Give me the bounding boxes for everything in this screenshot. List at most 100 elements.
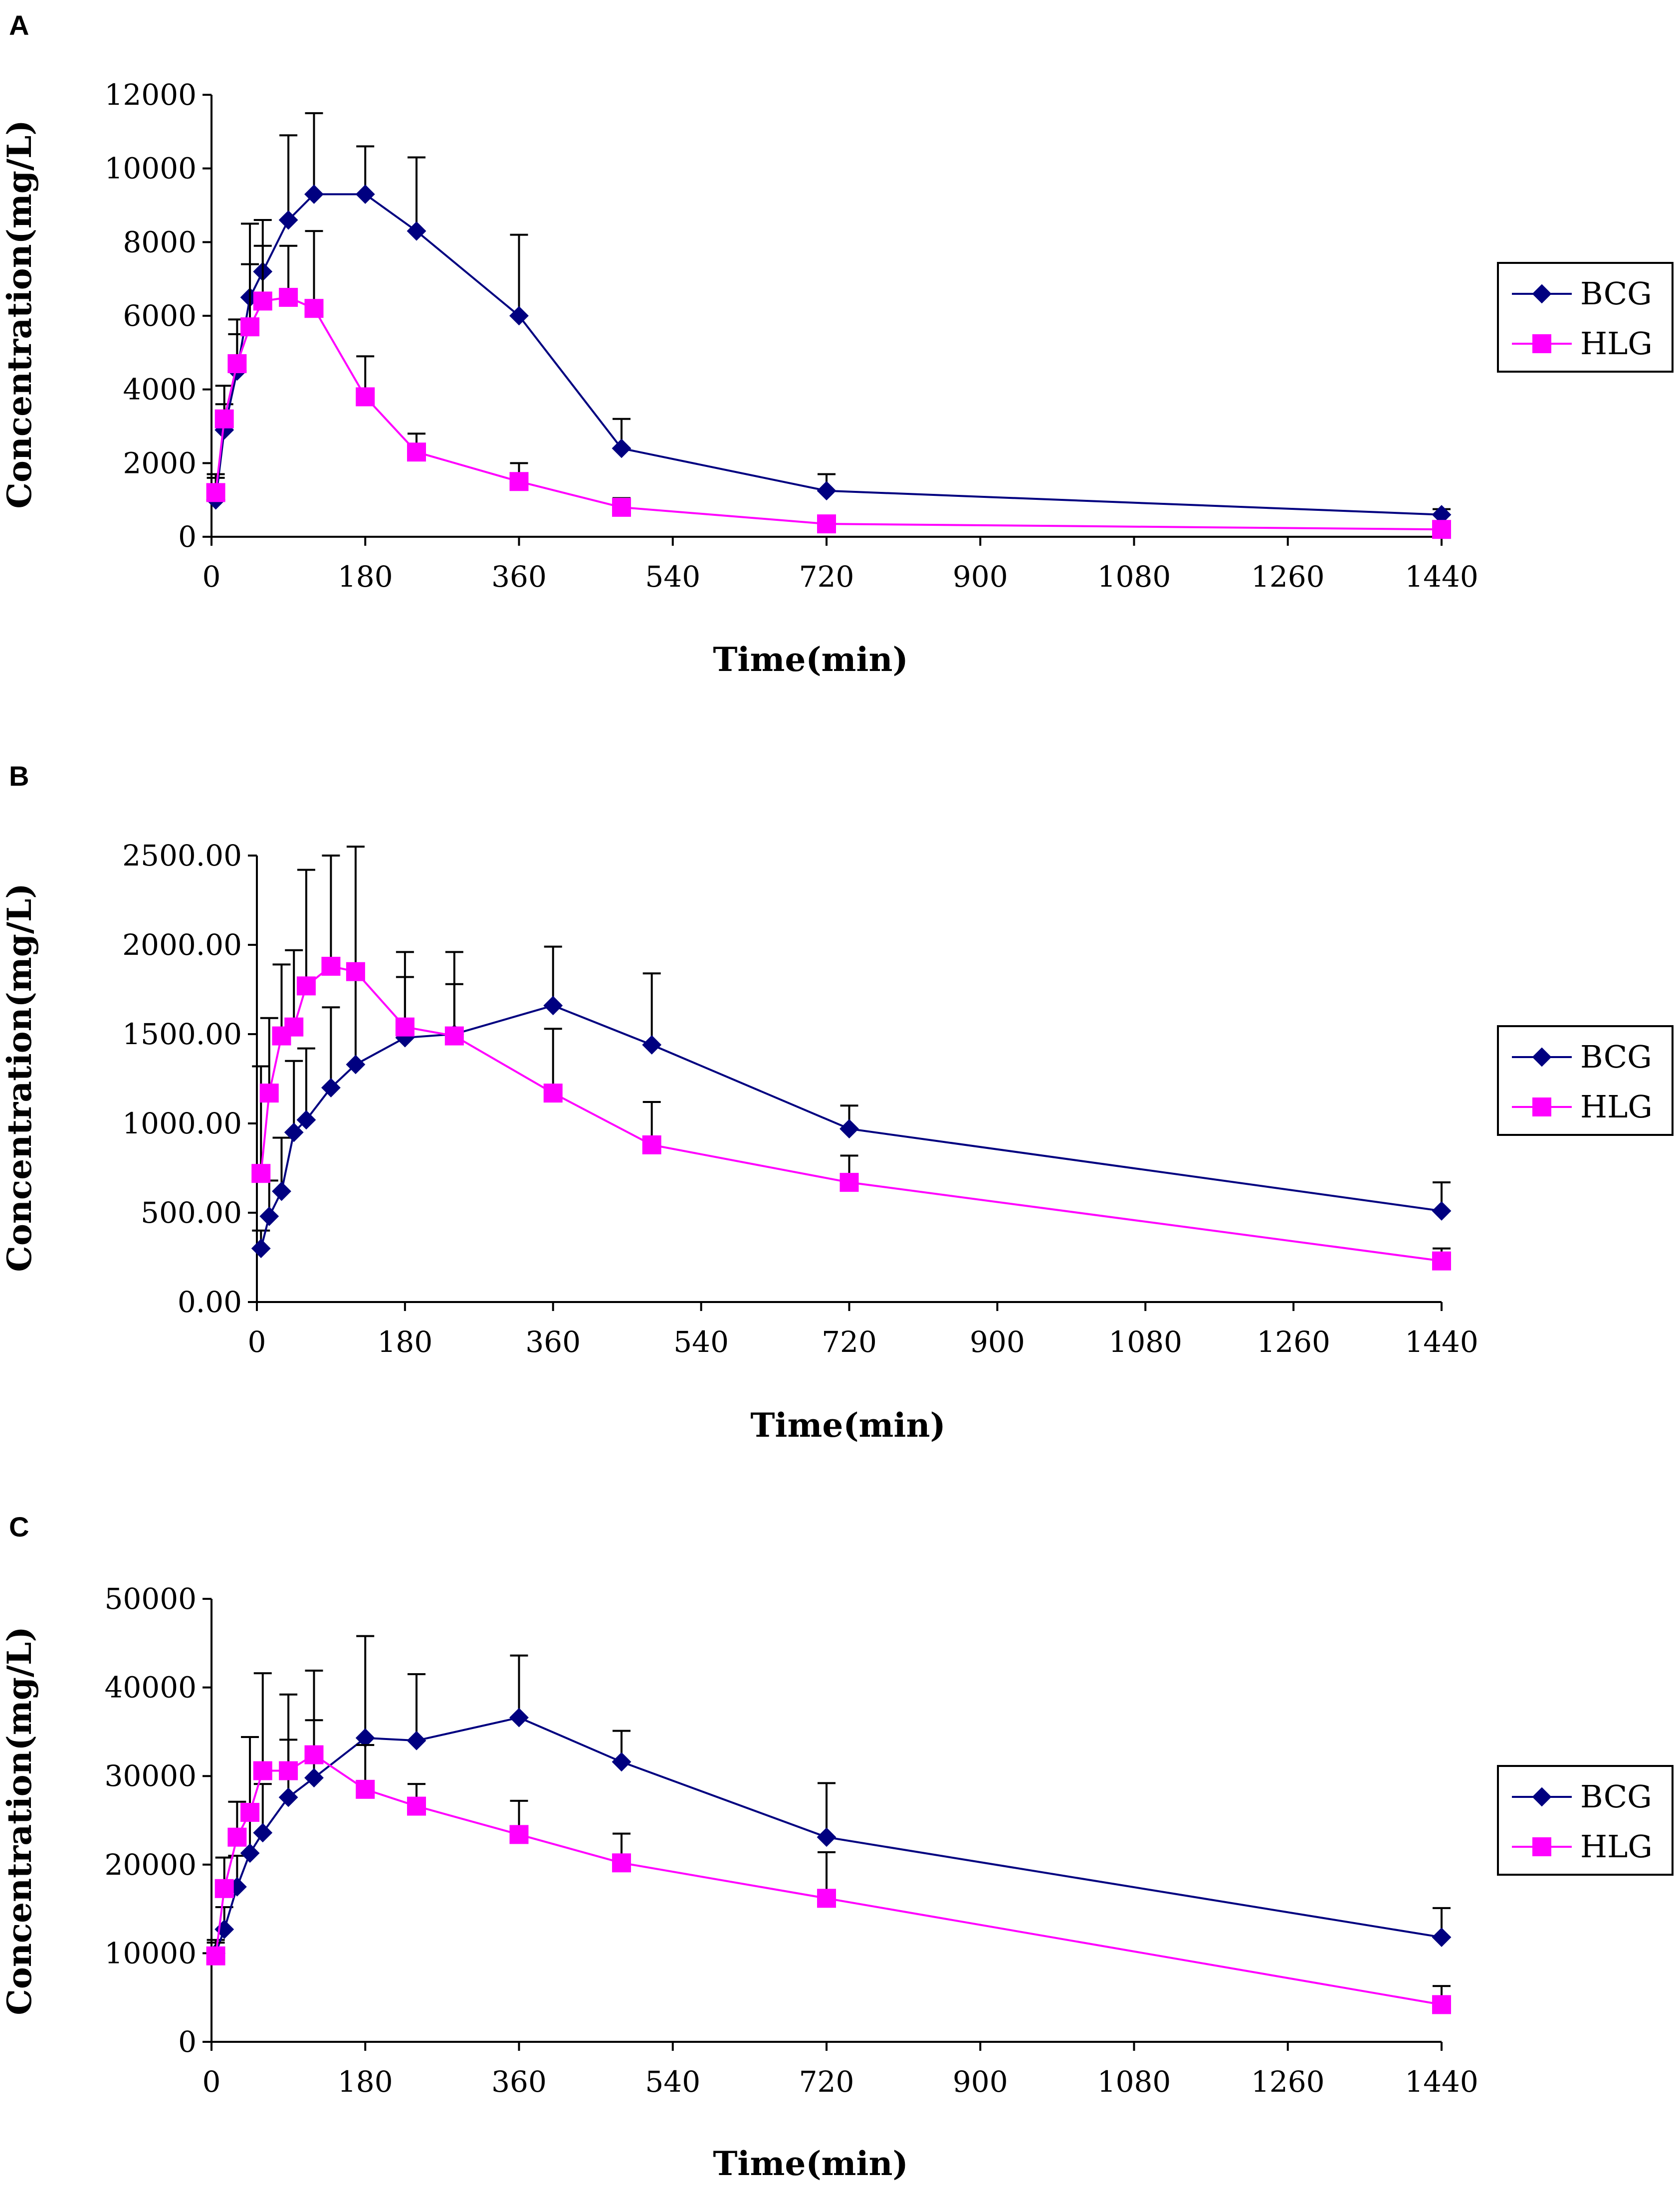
- panel-c: C 0 10000 20000 30000 40000 50000 0 180 360 540 720…: [0, 1511, 1674, 2183]
- x-tick-label: 180: [338, 2065, 393, 2099]
- data-point: [407, 1796, 426, 1816]
- data-point: [227, 354, 247, 373]
- y-axis-title: Concentration(mg/L): [0, 120, 39, 508]
- data-point: [304, 1768, 324, 1788]
- data-point: [509, 306, 529, 326]
- data-point: [407, 221, 426, 241]
- data-point: [346, 1055, 366, 1075]
- data-point: [304, 299, 324, 318]
- data-point: [253, 291, 272, 311]
- y-tick-label: 0: [178, 520, 197, 554]
- data-point: [612, 438, 631, 458]
- legend-label: HLG: [1580, 1089, 1653, 1125]
- x-tick-label: 1080: [1097, 2065, 1171, 2099]
- legend: BCG HLG: [1497, 1765, 1674, 1876]
- x-tick-label: 1080: [1108, 1325, 1182, 1359]
- data-point: [240, 1803, 260, 1822]
- y-tick-label: 2000: [123, 446, 197, 480]
- x-axis-title: Time(min): [713, 2144, 908, 2183]
- panel-label: A: [9, 9, 29, 41]
- data-point: [279, 1761, 298, 1780]
- legend-marker: [1532, 1837, 1551, 1856]
- x-tick-label: 360: [491, 560, 547, 594]
- y-tick-label: 2000.00: [122, 928, 242, 962]
- data-point: [296, 976, 316, 996]
- legend-box: [1497, 1025, 1674, 1136]
- data-point: [543, 996, 563, 1016]
- x-tick-label: 1080: [1097, 560, 1171, 594]
- legend-marker: [1532, 334, 1551, 353]
- data-point: [251, 1239, 271, 1259]
- y-tick-label: 20000: [104, 1848, 197, 1882]
- y-tick-label: 1000.00: [122, 1106, 242, 1140]
- data-point: [817, 1889, 836, 1908]
- data-point: [356, 1779, 375, 1799]
- data-point: [642, 1035, 662, 1055]
- data-point: [355, 184, 375, 204]
- data-point: [444, 1026, 464, 1046]
- panel-b: B 0.00 500.00 1000.00 1500.00 2000.00 2500.00 0…: [0, 760, 1674, 1445]
- x-tick-label: 180: [378, 1325, 433, 1359]
- data-point: [214, 409, 234, 429]
- data-point: [206, 1946, 225, 1966]
- legend-label: HLG: [1580, 1828, 1653, 1865]
- y-tick-label: 6000: [123, 299, 197, 333]
- x-tick-label: 1260: [1257, 1325, 1330, 1359]
- y-tick-label: 500.00: [141, 1196, 242, 1230]
- legend-marker: [1532, 1787, 1552, 1807]
- x-tick-label: 720: [799, 2065, 854, 2099]
- legend-box: [1497, 1765, 1674, 1876]
- x-tick-label: 720: [822, 1325, 877, 1359]
- data-point: [284, 1017, 304, 1037]
- x-tick-label: 1440: [1405, 2065, 1478, 2099]
- data-point: [304, 184, 324, 204]
- data-point: [612, 1752, 631, 1772]
- data-point: [259, 1206, 279, 1226]
- legend: BCG HLG: [1497, 262, 1674, 373]
- data-point: [817, 481, 837, 501]
- data-point: [346, 962, 365, 981]
- x-tick-label: 1440: [1405, 1325, 1478, 1359]
- data-point: [612, 1853, 631, 1873]
- data-point: [296, 1110, 316, 1130]
- legend-label: BCG: [1580, 275, 1652, 312]
- data-point: [278, 210, 298, 230]
- panel-label: C: [9, 1511, 29, 1542]
- data-point: [259, 1084, 279, 1103]
- x-tick-label: 900: [953, 2065, 1008, 2099]
- legend-marker: [1532, 1097, 1551, 1116]
- data-point: [253, 1823, 273, 1843]
- data-point: [1432, 1928, 1452, 1947]
- data-point: [1432, 1251, 1451, 1271]
- data-point: [642, 1135, 661, 1154]
- data-point: [284, 1122, 304, 1142]
- x-axis-title: Time(min): [713, 640, 908, 679]
- legend-box: [1497, 262, 1674, 373]
- data-point: [407, 1731, 426, 1750]
- data-point: [840, 1119, 859, 1139]
- data-point: [206, 483, 225, 502]
- data-point: [395, 1017, 415, 1037]
- x-tick-label: 1260: [1251, 2065, 1325, 2099]
- data-point: [817, 1827, 837, 1847]
- x-tick-label: 540: [673, 1325, 729, 1359]
- series-hlg: [206, 230, 1451, 539]
- data-point: [509, 1708, 529, 1728]
- legend-label: BCG: [1580, 1778, 1652, 1815]
- x-axis-title: Time(min): [750, 1406, 945, 1445]
- x-tick-label: 900: [953, 560, 1008, 594]
- data-point: [214, 1879, 234, 1898]
- data-point: [304, 1745, 324, 1764]
- y-tick-label: 50000: [104, 1582, 197, 1616]
- y-tick-label: 40000: [104, 1671, 197, 1705]
- y-tick-label: 10000: [104, 1936, 197, 1970]
- x-tick-label: 1440: [1405, 560, 1478, 594]
- x-tick-label: 360: [491, 2065, 547, 2099]
- data-point: [509, 472, 529, 491]
- series-hlg: [251, 846, 1451, 1271]
- data-point: [817, 514, 836, 534]
- y-tick-label: 30000: [104, 1759, 197, 1793]
- data-point: [278, 1787, 298, 1807]
- legend-label: BCG: [1580, 1039, 1652, 1075]
